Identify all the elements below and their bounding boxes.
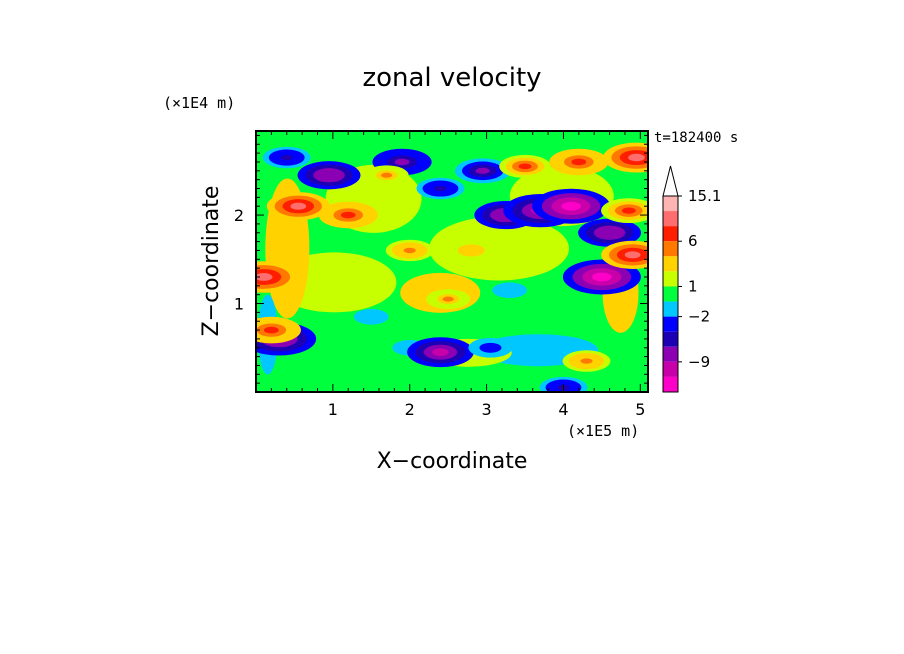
x-tick-label: 2: [405, 400, 415, 419]
colorbar-segment: [663, 301, 678, 317]
velocity-contour: [442, 296, 454, 302]
velocity-contour: [580, 358, 593, 364]
colorbar-segment: [663, 331, 678, 347]
y-axis-label: Z−coordinate: [199, 186, 224, 337]
x-tick-label: 4: [558, 400, 568, 419]
velocity-contour: [621, 207, 636, 214]
colorbar-segment: [663, 196, 678, 212]
velocity-contour: [432, 348, 449, 356]
velocity-contour: [340, 211, 356, 219]
x-axis-label: X−coordinate: [377, 449, 528, 474]
x-tick-label: 3: [481, 400, 491, 419]
velocity-contour: [561, 201, 581, 211]
velocity-contour: [321, 171, 337, 179]
velocity-contour: [500, 286, 519, 295]
colorbar-segment: [663, 256, 678, 272]
velocity-contour: [256, 273, 273, 281]
velocity-contour: [592, 272, 612, 282]
velocity-field: [256, 142, 648, 392]
velocity-contour: [628, 153, 645, 162]
colorbar: 15.1 6 1 −2 −9: [662, 165, 721, 393]
colorbar-segment: [663, 376, 678, 392]
velocity-contour: [571, 158, 587, 166]
velocity-contour: [403, 247, 416, 254]
velocity-contour: [280, 154, 293, 161]
time-label: t=182400 s: [654, 130, 738, 146]
colorbar-segment: [663, 226, 678, 242]
colorbar-tick-label: 1: [688, 277, 698, 295]
y-tick-labels: 12: [234, 206, 244, 313]
velocity-contour: [518, 163, 532, 170]
field-texture: [429, 216, 570, 281]
colorbar-extend-arrow: [662, 165, 679, 197]
velocity-contour: [601, 229, 618, 237]
x-tick-labels: 1 2 3 4 5: [328, 400, 646, 419]
colorbar-segment: [663, 316, 678, 332]
colorbar-segment: [663, 286, 678, 302]
x-unit-label: (×1E5 m): [567, 422, 639, 440]
x-tick-label: 5: [635, 400, 645, 419]
colorbar-segment: [663, 211, 678, 227]
velocity-contour: [484, 345, 496, 351]
x-tick-label: 1: [328, 400, 338, 419]
colorbar-segment: [663, 361, 678, 377]
minor-ticks: [256, 131, 648, 392]
velocity-contour: [475, 167, 490, 174]
colorbar-segment: [663, 271, 678, 287]
colorbar-tick-label: 15.1: [688, 187, 721, 205]
y-unit-label: (×1E4 m): [163, 94, 235, 112]
velocity-contour: [464, 247, 478, 254]
colorbar-segment: [663, 346, 678, 362]
colorbar-frame: [662, 195, 679, 393]
velocity-contour: [394, 158, 410, 166]
velocity-contour: [624, 251, 641, 259]
velocity-contour: [381, 172, 393, 178]
velocity-contour: [290, 202, 307, 210]
y-tick-label: 2: [234, 206, 244, 225]
colorbar-tick-label: −9: [688, 353, 710, 371]
velocity-contour: [362, 312, 380, 321]
y-tick-label: 1: [234, 295, 244, 314]
colorbar-tick-label: 6: [688, 232, 698, 250]
colorbar-tick-label: −2: [688, 308, 710, 326]
colorbar-segment: [663, 241, 678, 257]
plot-frame: [255, 130, 649, 393]
velocity-contour: [263, 326, 279, 334]
chart-title: zonal velocity: [362, 63, 541, 93]
velocity-contour: [434, 185, 447, 192]
